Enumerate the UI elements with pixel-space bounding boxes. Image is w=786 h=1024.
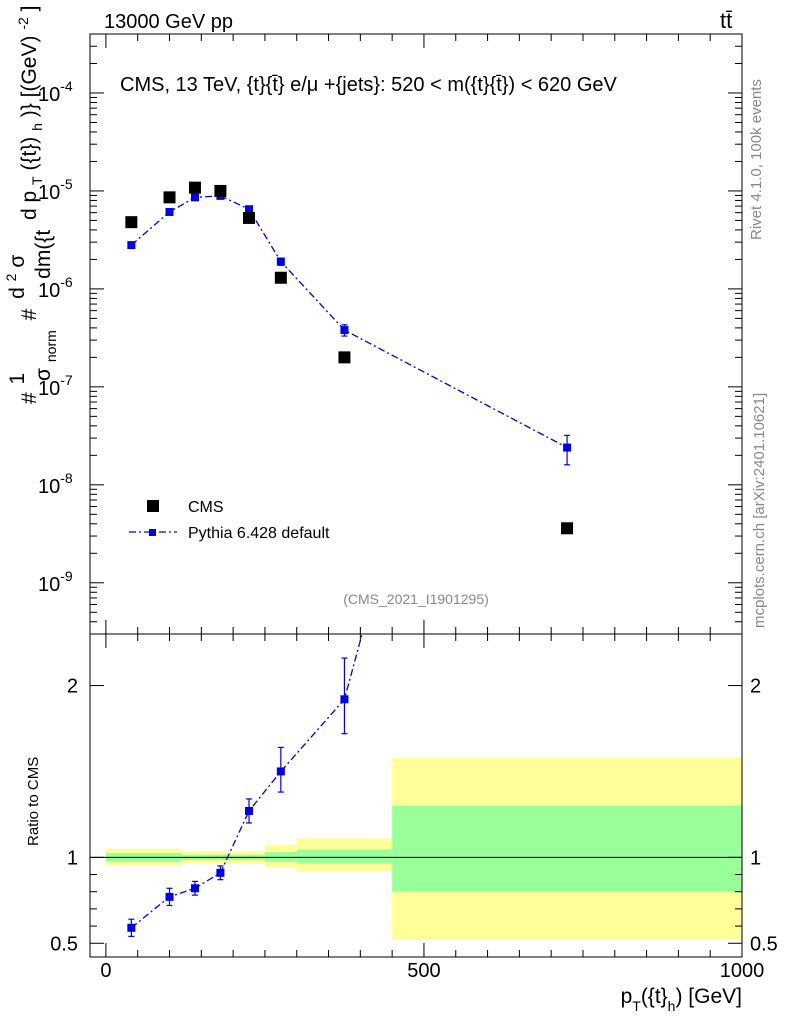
pythia-point xyxy=(340,326,349,335)
ratio-curve xyxy=(130,634,363,929)
ratio-y-tick-label: 0.5 xyxy=(50,933,78,955)
cms-point xyxy=(243,211,256,224)
pythia-point xyxy=(127,241,136,250)
energy-label: 13000 GeV pp xyxy=(104,11,233,33)
cms-point xyxy=(163,191,176,204)
ratio-point xyxy=(127,923,136,932)
pythia-point xyxy=(165,207,174,216)
ratio-y-tick-label: 2 xyxy=(67,676,78,698)
ratio-tick-labels: 0.5 0.5 1 1 2 2 0 500 1000 xyxy=(50,676,778,982)
ratio-point xyxy=(165,892,174,901)
ratio-point xyxy=(245,806,254,815)
main-frame xyxy=(89,33,743,635)
pythia-line xyxy=(130,195,568,449)
y-tick-label: 10-8 xyxy=(38,470,73,498)
legend-pythia-marker xyxy=(149,529,156,536)
x-axis-label: pT({t}h) [GeV] xyxy=(621,985,742,1014)
legend-cms-label: CMS xyxy=(188,499,224,516)
ratio-frame xyxy=(89,633,743,958)
pythia-point xyxy=(563,443,572,452)
main-title: CMS, 13 TeV, {t}{t̄} e/μ +{jets}: 520 < … xyxy=(120,74,618,96)
legend-pythia-label: Pythia 6.428 default xyxy=(188,525,330,542)
mcplots-label: mcplots.cern.ch [arXiv:2401.10621] xyxy=(751,393,768,628)
ratio-pythia-line xyxy=(130,634,363,929)
ratio-band-green xyxy=(296,849,393,864)
ratio-y-tick-label-right: 2 xyxy=(750,676,761,698)
ratio-bands xyxy=(105,757,742,940)
main-axis-ticks xyxy=(90,33,743,635)
ratio-point xyxy=(216,868,225,877)
main-panel: 10-9 10-8 10-7 10-6 10-5 10-4 CMS, 13 TeV, {t… xyxy=(0,6,743,635)
cms-point xyxy=(561,522,574,535)
pythia-point xyxy=(190,193,199,202)
ratio-point xyxy=(276,767,285,776)
ratio-y-axis-label: Ratio to CMS xyxy=(25,757,42,846)
y-tick-label: 10-9 xyxy=(38,568,73,596)
ratio-y-tick-label-right: 0.5 xyxy=(750,933,778,955)
ratio-band-green xyxy=(392,805,742,892)
ratio-points xyxy=(127,695,349,932)
legend-cms-marker xyxy=(147,500,159,512)
cms-point xyxy=(125,216,138,229)
ratio-y-tick-label-right: 1 xyxy=(750,847,761,869)
ratio-panel: 0.5 0.5 1 1 2 2 0 500 1000 Ratio to CMS pT({t}h)… xyxy=(25,633,778,1014)
ratio-point xyxy=(340,695,349,704)
cms-point xyxy=(214,184,227,197)
process-label: tt̄ xyxy=(720,8,732,33)
main-y-axis-label: # 1 σ norm # d 2 σ dm({t d p T ({t}) h )… xyxy=(0,6,61,404)
cms-point xyxy=(274,271,287,284)
y-tick-label: 10-7 xyxy=(38,372,73,400)
rivet-label: Rivet 4.1.0, 100k events xyxy=(748,79,765,240)
y-tick-label: 10-6 xyxy=(38,274,73,302)
legend: CMS Pythia 6.428 default xyxy=(129,499,330,542)
x-tick-label: 500 xyxy=(407,960,440,982)
cms-point xyxy=(188,181,201,194)
analysis-tag: (CMS_2021_I1901295) xyxy=(343,591,489,607)
pythia-curve xyxy=(130,195,568,449)
main-y-tick-labels: 10-9 10-8 10-7 10-6 10-5 10-4 xyxy=(38,78,73,596)
x-tick-label: 0 xyxy=(100,960,111,982)
ratio-point xyxy=(190,884,199,893)
svg-text:# 1 σ: # 1 σ norm # d 2 σ dm({t d p T ({t}) h )… xyxy=(0,6,61,404)
cms-point xyxy=(338,351,351,364)
y-tick-label: 10-5 xyxy=(38,176,73,204)
pythia-points xyxy=(127,191,572,452)
cms-points xyxy=(125,181,574,535)
ratio-axis-ticks xyxy=(90,634,743,957)
y-tick-label: 10-4 xyxy=(38,78,73,106)
pythia-point xyxy=(245,205,254,214)
x-tick-label: 1000 xyxy=(720,960,765,982)
ratio-y-tick-label: 1 xyxy=(67,847,78,869)
pythia-error-bars xyxy=(128,193,571,466)
pythia-point xyxy=(276,257,285,266)
